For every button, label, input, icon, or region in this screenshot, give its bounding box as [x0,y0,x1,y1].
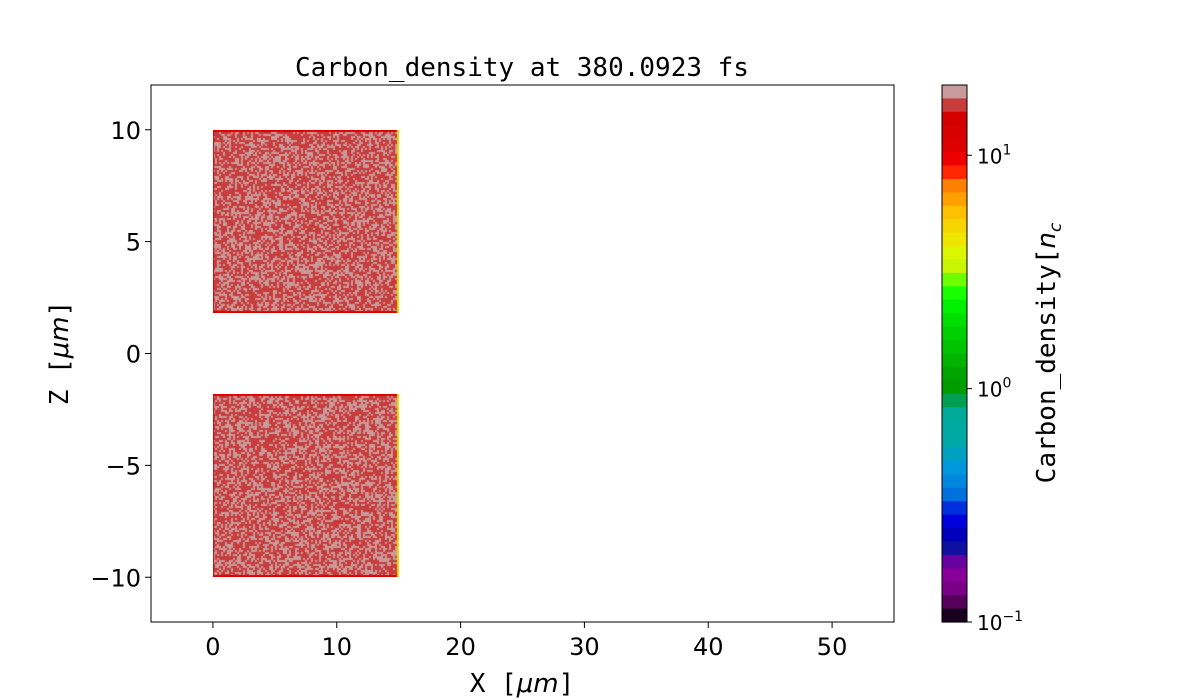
x-axis-unit: μm [516,669,559,699]
density-region-canvas [212,393,399,577]
colorbar-band [942,219,967,234]
colorbar-tick-exp: 1 [1002,142,1011,158]
colorbar-band [942,178,967,193]
colorbar-band [942,407,967,422]
colorbar-tick-exp: −1 [1002,609,1023,625]
colorbar-band [942,608,967,623]
colorbar-band [942,501,967,516]
colorbar-band [942,420,967,435]
colorbar-frame [941,84,968,623]
y-tick-label: 0 [126,341,141,369]
colorbar-band [942,165,967,180]
colorbar-band [942,528,967,543]
density-region-canvas [212,129,399,313]
colorbar-tick-exp: 0 [1002,376,1011,392]
colorbar-band [942,514,967,529]
x-tick-label: 10 [321,633,352,661]
colorbar-band [942,380,967,395]
colorbar-unit-sub: c [1046,222,1066,232]
colorbar-band [942,286,967,301]
x-axis-label-text: X [470,669,486,699]
colorbar-band [942,98,967,113]
colorbar-band [942,299,967,314]
colorbar-band [942,581,967,596]
x-axis-label: X [μm] [470,669,575,699]
colorbar-tick-label: 100 [977,376,1011,402]
colorbar-band [942,272,967,287]
colorbar-band [942,568,967,583]
colorbar-band [942,192,967,207]
colorbar-label: Carbon_density[nc [1032,222,1066,483]
density-region-1 [212,129,399,313]
colorbar-band [942,366,967,381]
x-tick-label: 0 [205,633,220,661]
colorbar-band [942,138,967,153]
colorbar-tick-label: 101 [977,142,1011,168]
colorbar-band [942,232,967,247]
colorbar-band [942,554,967,569]
colorbar-band [942,313,967,328]
colorbar-band [942,447,967,462]
colorbar-band [942,340,967,355]
colorbar-band [942,460,967,475]
colorbar-band [942,205,967,220]
colorbar-band [942,474,967,489]
colorbar-unit: n [1032,232,1062,248]
x-tick-label: 30 [569,633,600,661]
density-region-2 [212,393,399,577]
y-axis-label-text: Z [45,390,75,406]
colorbar-band [942,353,967,368]
colorbar-band [942,111,967,126]
colorbar-band [942,259,967,274]
colorbar-band [942,152,967,167]
x-tick-label: 20 [445,633,476,661]
y-axis-unit: μm [45,316,75,359]
colorbar-band [942,595,967,610]
colorbar-band [942,85,967,100]
colorbar-tick-base: 10 [977,611,1002,635]
colorbar-band [942,125,967,140]
y-tick-label: −10 [90,564,141,592]
colorbar-band [942,434,967,449]
colorbar-band [942,487,967,502]
y-tick-label: 5 [126,229,141,257]
colorbar-tick-label: 10−1 [977,609,1023,635]
chart-title: Carbon_density at 380.0923 fs [295,53,749,83]
colorbar-band [942,246,967,261]
y-tick-label: 10 [110,117,141,145]
colorbar-tick-base: 10 [977,144,1002,168]
y-tick-label: −5 [106,452,141,480]
colorbar-band [942,326,967,341]
colorbar-band [942,541,967,556]
y-axis-label: Z [μm] [45,301,75,406]
x-tick-label: 40 [693,633,724,661]
x-tick-label: 50 [817,633,848,661]
colorbar-tick-base: 10 [977,378,1002,402]
colorbar-band [942,393,967,408]
colorbar-label-text: Carbon_density [1032,264,1062,483]
